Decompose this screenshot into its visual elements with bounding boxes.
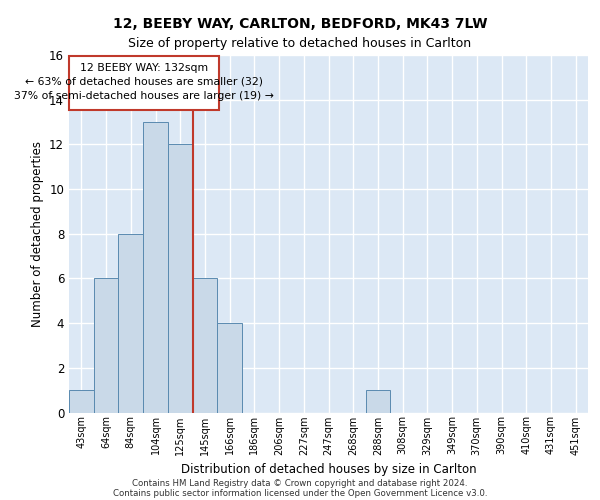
Bar xyxy=(193,278,217,412)
FancyBboxPatch shape xyxy=(70,56,218,110)
Text: 12 BEEBY WAY: 132sqm: 12 BEEBY WAY: 132sqm xyxy=(80,64,208,74)
X-axis label: Distribution of detached houses by size in Carlton: Distribution of detached houses by size … xyxy=(181,463,476,476)
Text: ← 63% of detached houses are smaller (32): ← 63% of detached houses are smaller (32… xyxy=(25,77,263,87)
Text: Size of property relative to detached houses in Carlton: Size of property relative to detached ho… xyxy=(128,38,472,51)
Bar xyxy=(143,122,168,412)
Text: 37% of semi-detached houses are larger (19) →: 37% of semi-detached houses are larger (… xyxy=(14,90,274,101)
Bar xyxy=(69,390,94,412)
Text: 12, BEEBY WAY, CARLTON, BEDFORD, MK43 7LW: 12, BEEBY WAY, CARLTON, BEDFORD, MK43 7L… xyxy=(113,18,487,32)
Bar xyxy=(118,234,143,412)
Text: Contains public sector information licensed under the Open Government Licence v3: Contains public sector information licen… xyxy=(113,488,487,498)
Bar xyxy=(365,390,390,412)
Y-axis label: Number of detached properties: Number of detached properties xyxy=(31,141,44,327)
Bar xyxy=(94,278,118,412)
Bar xyxy=(168,144,193,412)
Text: Contains HM Land Registry data © Crown copyright and database right 2024.: Contains HM Land Registry data © Crown c… xyxy=(132,478,468,488)
Bar xyxy=(217,323,242,412)
